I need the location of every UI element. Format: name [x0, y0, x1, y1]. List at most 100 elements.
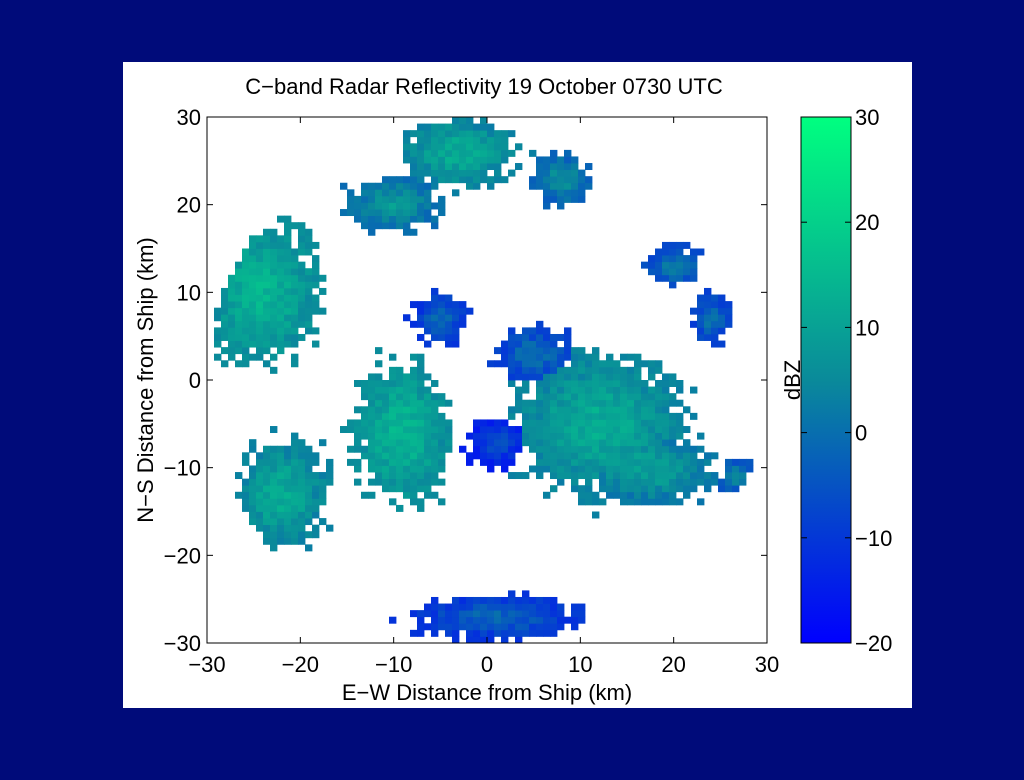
reflectivity-cell — [613, 419, 621, 427]
reflectivity-cell — [536, 465, 544, 473]
reflectivity-cell — [438, 195, 446, 203]
reflectivity-cell — [585, 406, 593, 414]
reflectivity-cell — [697, 458, 705, 466]
reflectivity-cell — [235, 347, 243, 355]
reflectivity-cell — [662, 268, 670, 276]
reflectivity-cell — [690, 268, 698, 276]
reflectivity-cell — [438, 432, 446, 440]
reflectivity-cell — [403, 478, 411, 486]
reflectivity-cell — [361, 406, 369, 414]
reflectivity-cell — [459, 156, 467, 164]
reflectivity-cell — [564, 380, 572, 387]
reflectivity-cell — [263, 518, 271, 526]
reflectivity-cell — [312, 301, 320, 309]
reflectivity-cell — [291, 452, 299, 460]
reflectivity-cell — [417, 307, 425, 315]
reflectivity-cell — [375, 347, 383, 355]
reflectivity-cell — [270, 491, 278, 499]
reflectivity-cell — [564, 412, 572, 420]
reflectivity-cell — [711, 452, 719, 460]
reflectivity-cell — [298, 261, 306, 269]
reflectivity-cell — [655, 485, 663, 493]
reflectivity-cell — [599, 406, 607, 414]
reflectivity-cell — [319, 498, 327, 506]
reflectivity-cell — [627, 426, 635, 434]
reflectivity-cell — [263, 274, 271, 282]
reflectivity-cell — [578, 458, 586, 466]
reflectivity-cell — [424, 149, 432, 157]
reflectivity-cell — [452, 143, 460, 151]
reflectivity-cell — [620, 373, 628, 381]
reflectivity-cell — [620, 386, 628, 394]
reflectivity-cell — [732, 485, 740, 493]
reflectivity-cell — [389, 202, 397, 210]
reflectivity-cell — [438, 393, 446, 401]
reflectivity-cell — [277, 248, 285, 256]
reflectivity-cell — [627, 478, 635, 486]
reflectivity-cell — [249, 274, 257, 282]
reflectivity-cell — [557, 412, 565, 420]
reflectivity-cell — [662, 386, 670, 394]
reflectivity-cell — [242, 333, 250, 341]
reflectivity-cell — [592, 406, 600, 414]
reflectivity-cell — [655, 268, 663, 276]
reflectivity-cell — [487, 610, 495, 618]
reflectivity-cell — [396, 215, 404, 223]
reflectivity-cell — [571, 452, 579, 460]
reflectivity-cell — [354, 465, 362, 473]
reflectivity-cell — [417, 412, 425, 420]
reflectivity-cell — [431, 596, 439, 604]
reflectivity-cell — [228, 353, 236, 361]
reflectivity-cell — [655, 439, 663, 447]
reflectivity-cell — [319, 287, 327, 295]
reflectivity-cell — [410, 419, 418, 427]
reflectivity-cell — [536, 182, 544, 190]
reflectivity-cell — [249, 294, 257, 302]
reflectivity-cell — [424, 182, 432, 190]
reflectivity-cell — [690, 458, 698, 466]
reflectivity-cell — [368, 491, 376, 499]
reflectivity-cell — [368, 228, 376, 236]
reflectivity-cell — [424, 340, 432, 348]
reflectivity-cell — [683, 274, 691, 282]
reflectivity-cell — [550, 333, 558, 341]
reflectivity-cell — [270, 504, 278, 512]
reflectivity-cell — [494, 163, 502, 171]
reflectivity-cell — [480, 169, 488, 177]
reflectivity-cell — [396, 373, 404, 381]
reflectivity-cell — [634, 498, 642, 506]
reflectivity-cell — [536, 412, 544, 420]
reflectivity-cell — [368, 406, 376, 414]
reflectivity-cell — [536, 393, 544, 401]
reflectivity-cell — [368, 222, 376, 230]
reflectivity-cell — [613, 386, 621, 394]
reflectivity-cell — [543, 327, 551, 335]
reflectivity-cell — [697, 320, 705, 328]
reflectivity-cell — [508, 596, 516, 604]
reflectivity-cell — [564, 432, 572, 440]
reflectivity-cell — [473, 130, 481, 138]
reflectivity-cell — [648, 498, 656, 506]
reflectivity-cell — [648, 406, 656, 414]
reflectivity-cell — [431, 301, 439, 309]
reflectivity-cell — [375, 202, 383, 210]
reflectivity-cell — [669, 465, 677, 473]
reflectivity-cell — [669, 281, 677, 289]
reflectivity-cell — [669, 485, 677, 493]
reflectivity-cell — [494, 432, 502, 440]
reflectivity-cell — [291, 353, 299, 361]
reflectivity-cell — [242, 498, 250, 506]
reflectivity-cell — [235, 268, 243, 276]
reflectivity-cell — [487, 163, 495, 171]
reflectivity-cell — [277, 294, 285, 302]
reflectivity-cell — [578, 439, 586, 447]
reflectivity-cell — [382, 406, 390, 414]
reflectivity-cell — [284, 491, 292, 499]
reflectivity-cell — [473, 432, 481, 440]
reflectivity-cell — [298, 228, 306, 236]
reflectivity-cell — [368, 215, 376, 223]
reflectivity-cell — [613, 485, 621, 493]
reflectivity-cell — [256, 347, 264, 355]
reflectivity-cell — [676, 478, 684, 486]
reflectivity-cell — [403, 156, 411, 164]
